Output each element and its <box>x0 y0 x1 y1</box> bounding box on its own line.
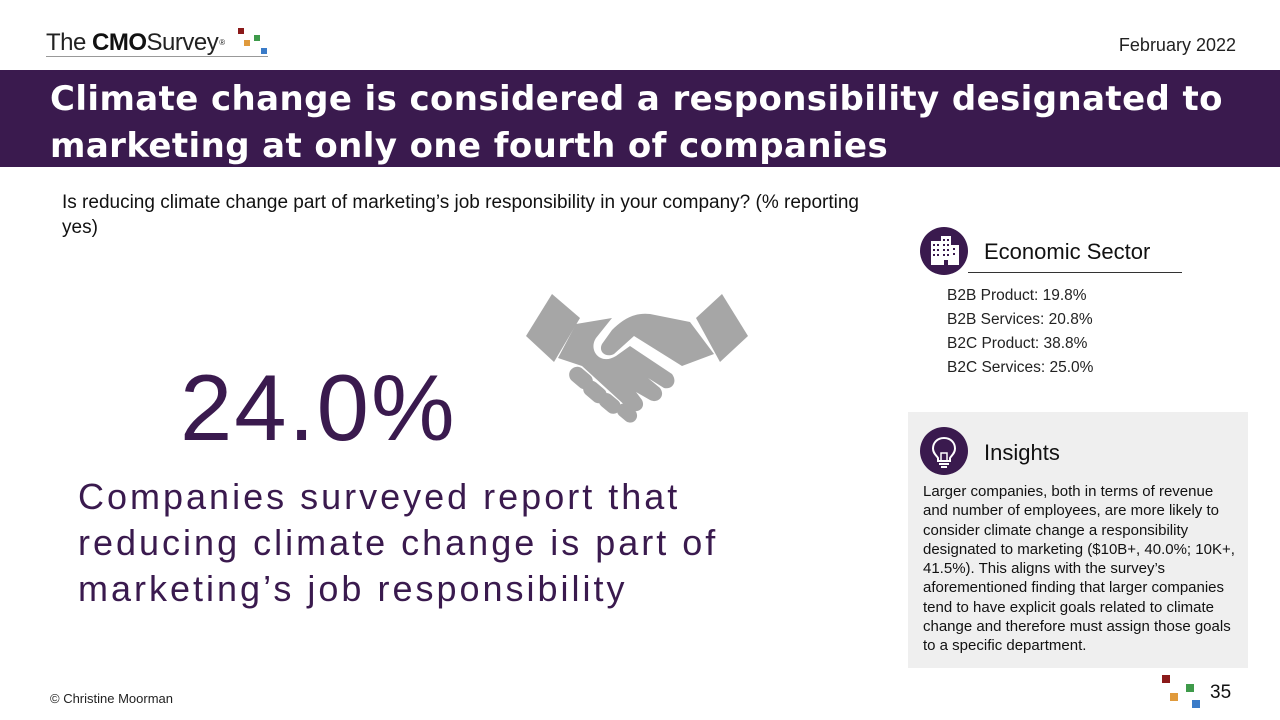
lightbulb-icon <box>920 427 968 475</box>
report-date: February 2022 <box>1118 35 1236 55</box>
list-item: B2C Product: 38.8% <box>947 335 1088 352</box>
sector-divider <box>968 272 1182 273</box>
handshake-icon <box>526 294 748 423</box>
buildings-icon <box>920 227 968 275</box>
main-percentage: 24.0% <box>180 355 457 460</box>
insights-body: Larger companies, both in terms of reven… <box>923 483 1235 655</box>
page-number: 35 <box>1210 682 1232 703</box>
footer-dots-icon <box>1160 673 1204 709</box>
logo-survey: Survey <box>146 29 219 56</box>
sector-list: B2B Product: 19.8% B2B Services: 20.8% B… <box>947 284 1093 380</box>
logo-the: The <box>46 29 86 56</box>
main-statement: Companies surveyed report that reducing … <box>78 476 719 609</box>
copyright-notice: © Christine Moorman <box>50 691 174 706</box>
list-item: B2B Services: 20.8% <box>947 311 1093 328</box>
page-title: Climate change is considered a responsib… <box>50 79 1223 166</box>
insights-heading: Insights <box>984 440 1060 465</box>
logo-registered: ® <box>219 38 225 47</box>
logo-dots-icon <box>236 28 270 56</box>
list-item: B2B Product: 19.8% <box>947 287 1087 304</box>
survey-question: Is reducing climate change part of marke… <box>62 192 859 238</box>
cmo-survey-logo: The CMOSurvey® <box>46 28 225 60</box>
logo-underline <box>46 56 268 57</box>
sector-heading: Economic Sector <box>984 239 1151 264</box>
list-item: B2C Services: 25.0% <box>947 359 1094 376</box>
title-banner <box>0 70 1280 167</box>
logo-cmo: CMO <box>92 29 147 56</box>
